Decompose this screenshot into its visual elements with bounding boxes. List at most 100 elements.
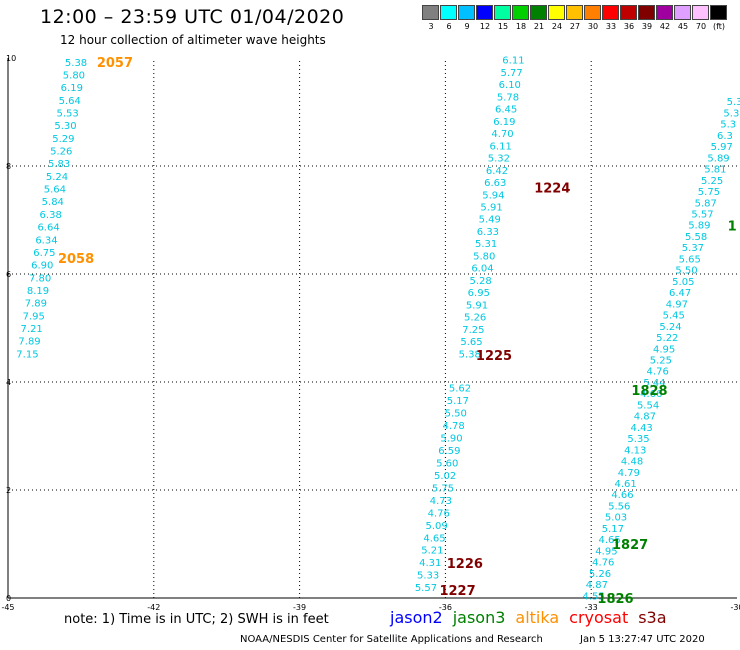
color-scale-label: 45	[677, 22, 689, 31]
legend-jason3: jason3	[452, 608, 506, 627]
wave-height-value: 5.90	[440, 433, 462, 444]
wave-height-value: 6.95	[468, 288, 490, 299]
legend-jason2: jason2	[390, 608, 443, 627]
wave-height-value: 5.87	[695, 198, 717, 209]
color-scale-label: 12	[479, 22, 491, 31]
wave-height-value: 5.21	[421, 546, 443, 557]
wave-height-value: 5.58	[685, 232, 707, 243]
wave-height-value: 5.26	[464, 313, 486, 324]
track-track-c: 5.35.35.36.35.975.895.815.255.755.875.57…	[582, 97, 740, 602]
lon-tick-label: -45	[1, 603, 14, 612]
color-scale-label: 39	[641, 22, 653, 31]
wave-height-value: 5.64	[59, 96, 81, 107]
wave-height-value: 5.26	[50, 147, 72, 158]
color-swatch	[620, 5, 637, 20]
wave-height-value: 4.87	[586, 580, 608, 591]
wave-height-value: 4.87	[634, 412, 656, 423]
track-track-b-lower: 5.62 5.175.50 4.785.90 6.595.60 5.025.75 4.73…	[415, 383, 471, 594]
color-scale-label: 30	[587, 22, 599, 31]
wave-height-value: 5.25	[650, 355, 672, 366]
lon-tick-label: -42	[147, 603, 160, 612]
lat-tick-label: 6	[6, 270, 11, 279]
pass-time-label: 1224	[534, 182, 570, 197]
color-swatch	[440, 5, 457, 20]
credit-line: NOAA/NESDIS Center for Satellite Applica…	[240, 634, 543, 645]
page-subtitle: 12 hour collection of altimeter wave hei…	[60, 33, 326, 47]
wave-height-value: 5.24	[46, 172, 68, 183]
wave-height-value: 6.34	[35, 235, 57, 246]
pass-time-label: 1226	[447, 557, 483, 572]
legend-cryosat: cryosat	[569, 608, 629, 627]
wave-height-value: 4.95	[595, 546, 617, 557]
wave-height-value: 4.66	[611, 490, 633, 501]
color-swatch	[458, 5, 475, 20]
color-scale-label: 9	[464, 22, 470, 31]
color-scale-bar	[422, 5, 728, 20]
wave-height-value: 6.63	[484, 178, 506, 189]
wave-height-value: 5.54	[637, 400, 659, 411]
altimeter-tracks: 5.385.806.195.645.535.305.295.265.835.24…	[16, 56, 740, 603]
pass-time-label: 2058	[58, 252, 94, 267]
color-swatch	[656, 5, 673, 20]
color-scale-label: 70	[695, 22, 707, 31]
wave-height-value: 5.97	[711, 142, 733, 153]
wave-height-value: 5.49	[479, 215, 501, 226]
wave-height-value: 5.26	[589, 569, 611, 580]
color-scale-label: 15	[497, 22, 509, 31]
wave-height-value: 5.81	[704, 165, 726, 176]
wave-height-value: 6.10	[499, 80, 521, 91]
wave-height-value: 5.32	[488, 154, 510, 165]
color-scale-label: (ft)	[712, 22, 726, 31]
color-scale-label: 3	[428, 22, 434, 31]
color-swatch	[566, 5, 583, 20]
wave-height-value: 5.24	[659, 322, 681, 333]
wave-height-value: 5.3	[720, 120, 736, 131]
wave-height-value: 6.75	[33, 248, 55, 259]
wave-height-value: 5.03	[605, 513, 627, 524]
lon-tick-label: -30	[730, 603, 740, 612]
wave-height-value: 6.45	[495, 105, 517, 116]
wave-height-value: 5.65	[460, 337, 482, 348]
wave-height-value: 6.64	[37, 223, 59, 234]
pass-time-labels: 2057 2058 1224 1225 1226 1227 1828 1827 1826 1	[58, 56, 737, 607]
wave-height-value: 6.59	[438, 446, 460, 457]
lat-tick-label: 10	[6, 54, 16, 63]
wave-height-value: 4.70	[491, 129, 513, 140]
wave-height-value: 4.55	[582, 591, 604, 602]
wave-height-value: 7.89	[18, 337, 40, 348]
wave-height-value: 6.19	[493, 117, 515, 128]
color-scale-label: 24	[551, 22, 563, 31]
wave-height-value: 4.48	[621, 457, 643, 468]
wave-height-value: 5.29	[52, 134, 74, 145]
wave-height-value: 6.90	[31, 261, 53, 272]
wave-height-value: 5.44	[643, 378, 665, 389]
color-swatch	[638, 5, 655, 20]
wave-height-value: 5.17	[447, 396, 469, 407]
wave-height-value: 5.45	[663, 311, 685, 322]
wave-height-value: 5.78	[497, 92, 519, 103]
wave-height-value: 5.33	[417, 571, 439, 582]
wave-height-value: 5.62	[449, 383, 471, 394]
pass-time-label: 1	[728, 219, 737, 234]
color-scale-label: 21	[533, 22, 545, 31]
color-scale-labels: 3 6 9 12 15 18 21 24 27 30 33 36 39 42 45 70 (ft)	[422, 22, 728, 31]
wave-height-value: 5.75	[698, 187, 720, 198]
wave-height-value: 4.95	[653, 344, 675, 355]
color-swatch	[476, 5, 493, 20]
wave-height-value: 4.78	[442, 421, 464, 432]
wave-height-value: 5.56	[608, 501, 630, 512]
color-swatch	[710, 5, 727, 20]
wave-height-value: 4.31	[419, 558, 441, 569]
wave-height-value: 5.17	[602, 524, 624, 535]
wave-height-value: 4.65	[423, 533, 445, 544]
wave-height-value: 5.28	[470, 276, 492, 287]
wave-height-value: 5.94	[482, 190, 504, 201]
legend-s3a: s3a	[638, 608, 667, 627]
wave-height-value: 4.43	[631, 423, 653, 434]
color-swatch	[548, 5, 565, 20]
color-scale-label: 33	[605, 22, 617, 31]
color-swatch	[674, 5, 691, 20]
pass-time-label: 2057	[97, 56, 133, 71]
page-title: 12:00 – 23:59 UTC 01/04/2020	[40, 6, 345, 28]
wave-height-value: 5.37	[682, 243, 704, 254]
